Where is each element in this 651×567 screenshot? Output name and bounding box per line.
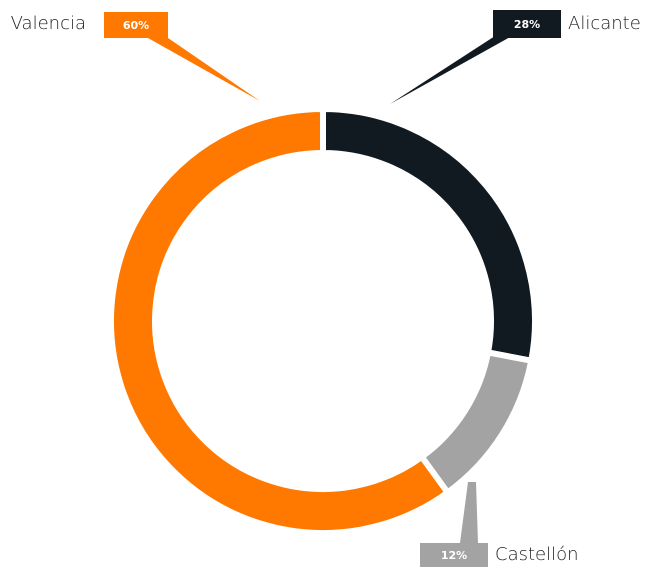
value-label: 12%	[441, 549, 467, 562]
donut-segment	[320, 105, 538, 365]
value-label: 28%	[514, 18, 540, 31]
category-label: Alicante	[568, 13, 641, 34]
callout-box	[420, 543, 488, 567]
donut-segment	[108, 105, 452, 536]
callout-pointer	[390, 36, 512, 104]
category-label: Valencia	[11, 13, 86, 34]
callout-box	[104, 12, 168, 38]
donut-segment	[417, 348, 535, 497]
callout-pointer	[148, 38, 260, 101]
callout-pointer	[460, 482, 478, 543]
category-label: Castellón	[495, 544, 579, 565]
callout-box	[493, 10, 561, 38]
value-label: 60%	[123, 19, 149, 32]
